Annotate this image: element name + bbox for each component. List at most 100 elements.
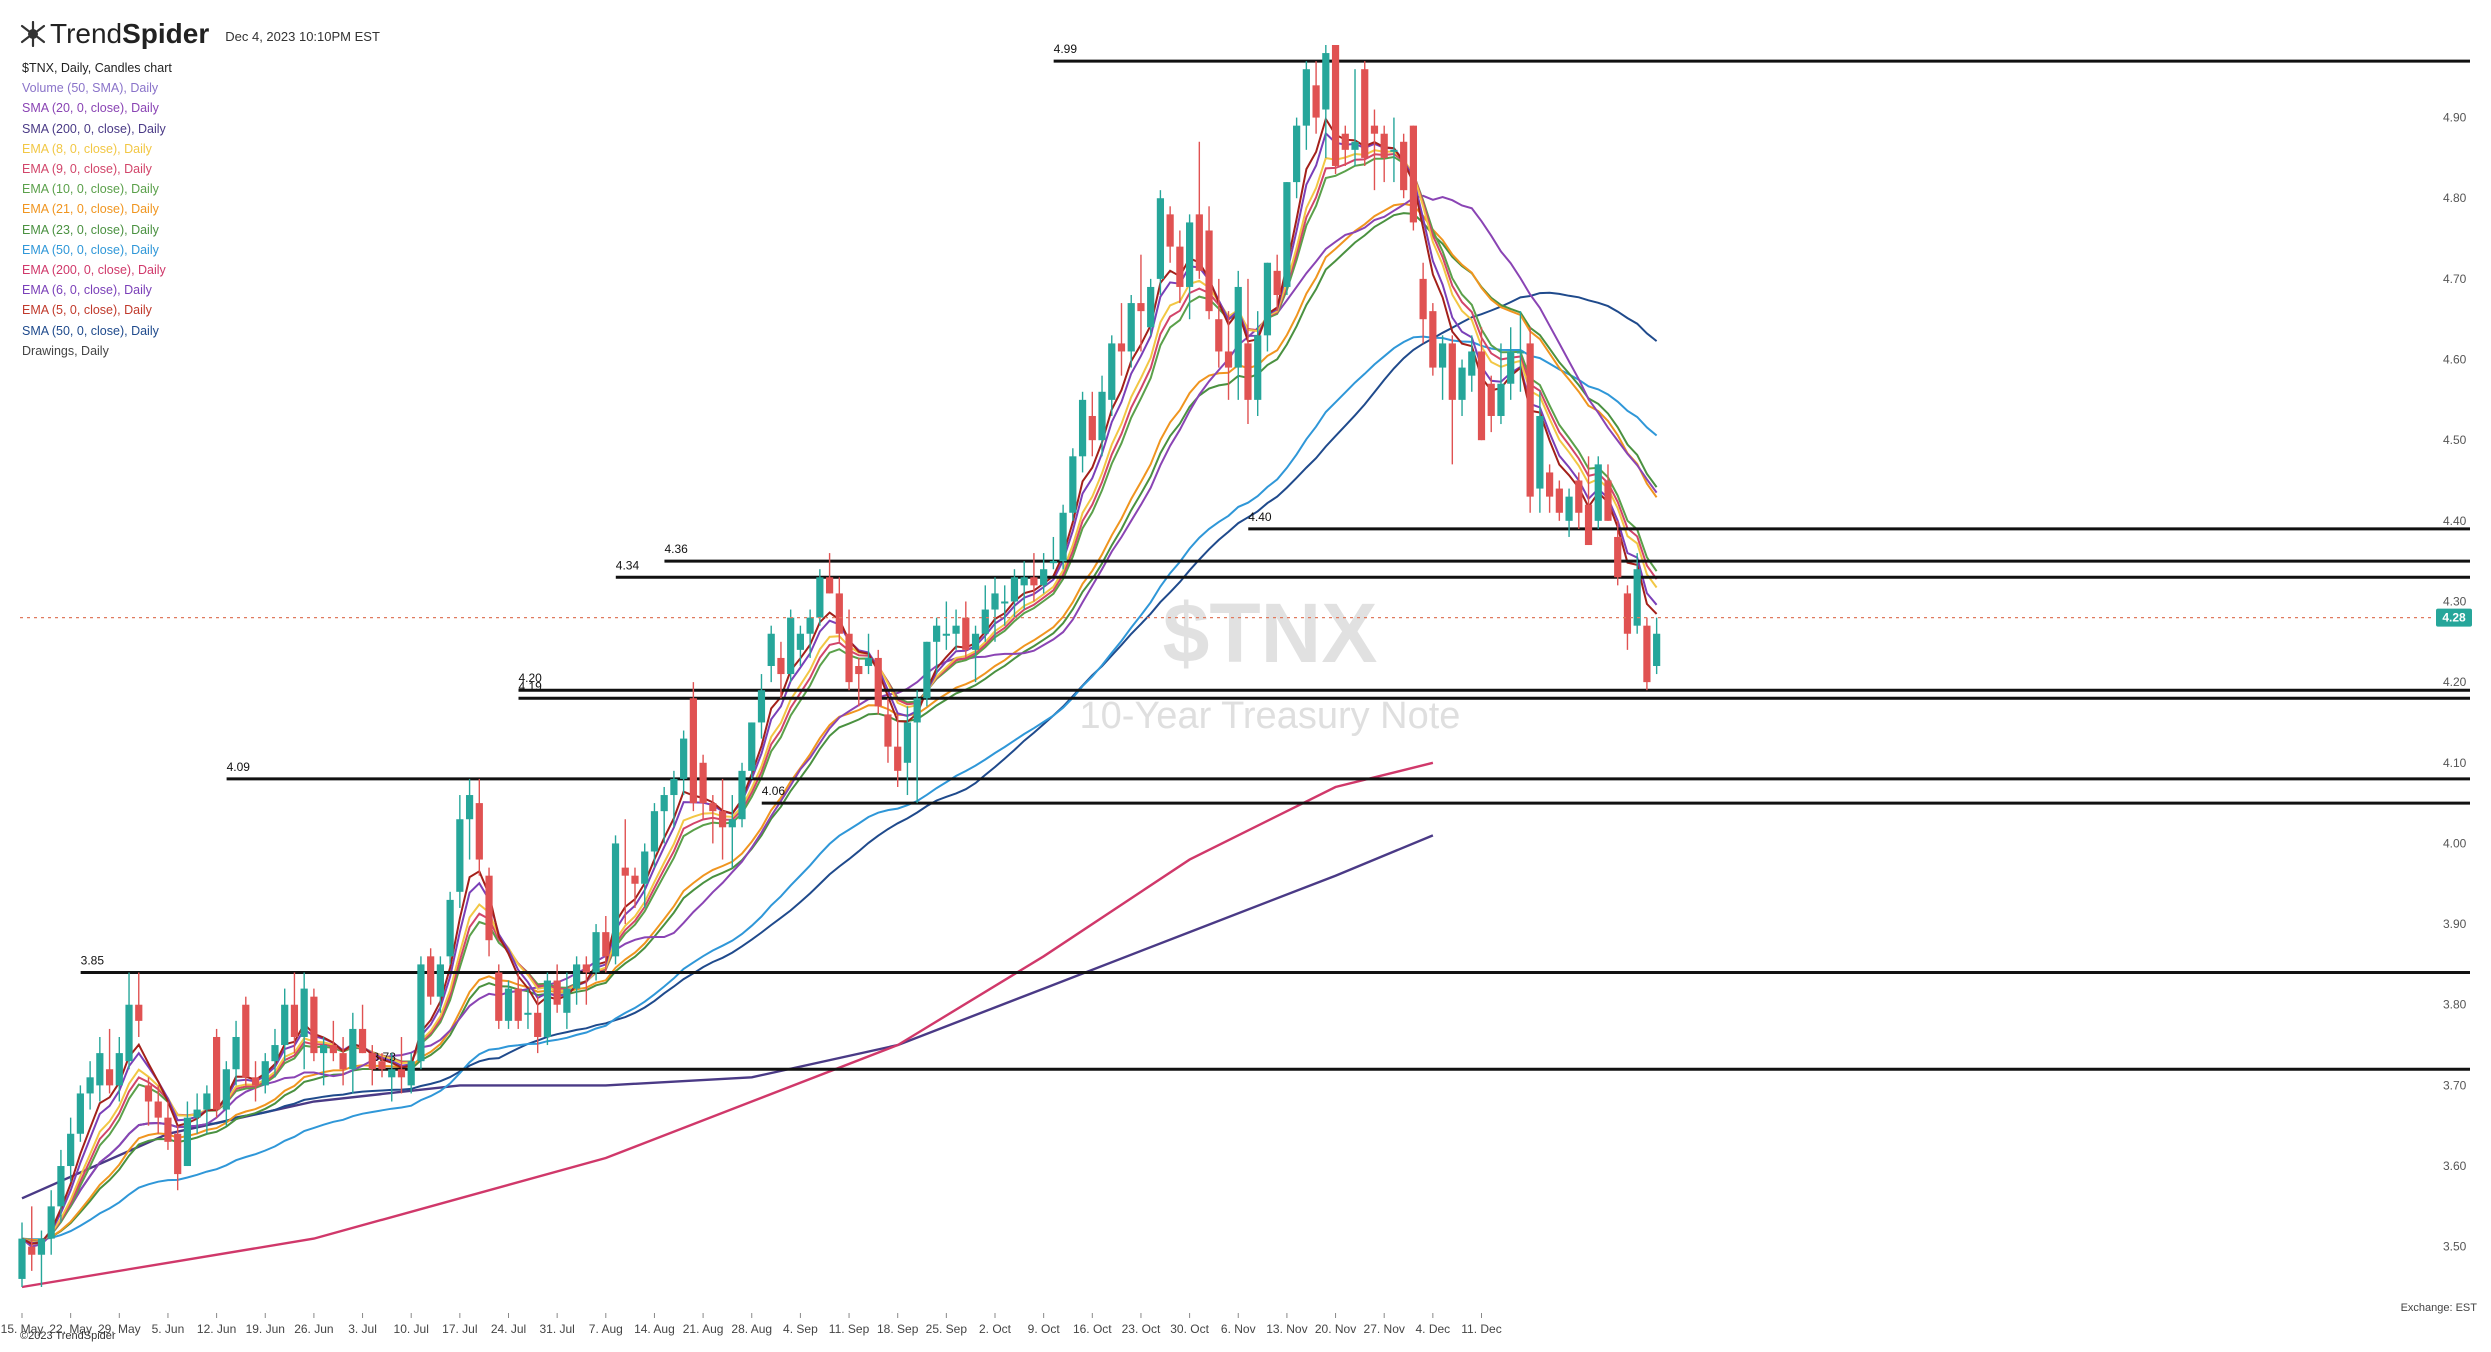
candle-body: [290, 1004, 299, 1037]
candle-body: [427, 956, 435, 997]
candle-body: [1487, 383, 1495, 416]
candle-body: [1010, 577, 1019, 602]
candle-body: [339, 1053, 347, 1070]
candle-body: [1186, 222, 1194, 287]
timestamp: Dec 4, 2023 10:10PM EST: [225, 28, 380, 44]
long-term-average-line: [21, 761, 1434, 1289]
candle-body: [183, 1117, 192, 1167]
x-tick-label: 13. Nov: [1266, 1322, 1307, 1336]
legend-item[interactable]: EMA (10, 0, close), Daily: [22, 182, 159, 197]
candle-body: [1069, 456, 1077, 513]
header: TrendSpider Dec 4, 2023 10:10PM EST: [20, 18, 380, 50]
legend-item[interactable]: $TNX, Daily, Candles chart: [22, 61, 172, 75]
x-tick-label: 25. Sep: [926, 1322, 968, 1336]
candle-body: [913, 698, 921, 723]
x-tick-label: 29. May: [98, 1322, 141, 1336]
x-tick-label: 16. Oct: [1073, 1322, 1112, 1336]
candle-body: [397, 1069, 406, 1078]
legend-item[interactable]: EMA (9, 0, close), Daily: [22, 162, 152, 177]
candle-body: [320, 1045, 328, 1054]
candle-body: [475, 803, 483, 860]
candle-body: [1390, 149, 1398, 152]
candle-body: [1117, 343, 1126, 352]
legend-item[interactable]: Drawings, Daily: [22, 343, 109, 358]
x-tick-label: 7. Aug: [589, 1322, 623, 1336]
candle-body: [47, 1206, 55, 1239]
y-tick-label: 4.40: [2443, 514, 2467, 528]
candle-body: [1643, 625, 1651, 683]
legend-item[interactable]: Volume (50, SMA), Daily: [22, 81, 159, 96]
candle-body: [456, 819, 464, 892]
legend-item[interactable]: SMA (200, 0, close), Daily: [22, 121, 166, 136]
legend-item[interactable]: EMA (5, 0, close), Daily: [22, 303, 152, 318]
candle-body: [1370, 125, 1379, 134]
candle-body: [1244, 343, 1252, 400]
long-term-average-line: [21, 834, 1434, 1200]
y-tick-label: 4.00: [2443, 836, 2467, 850]
x-tick-label: 6. Nov: [1221, 1322, 1256, 1336]
candle-body: [1546, 472, 1554, 497]
legend-item[interactable]: EMA (50, 0, close), Daily: [22, 242, 159, 257]
x-tick-label: 14. Aug: [634, 1322, 675, 1336]
candle-body: [894, 746, 902, 771]
last-price-label: 4.28: [2442, 611, 2466, 625]
candle-body: [680, 738, 688, 779]
candle-body: [125, 1004, 133, 1062]
legend-item[interactable]: EMA (200, 0, close), Daily: [22, 263, 166, 278]
x-tick-label: 31. Jul: [539, 1322, 574, 1336]
axes: 3.50 3.60 3.70 3.80 3.90 4.00 4.10 4.20 4.30 4.40…: [1, 111, 2472, 1336]
x-tick-label: 24. Jul: [491, 1322, 526, 1336]
x-tick-label: 18. Sep: [877, 1322, 919, 1336]
legend-item[interactable]: EMA (23, 0, close), Daily: [22, 222, 159, 237]
y-tick-label: 3.60: [2443, 1159, 2467, 1173]
candle-body: [573, 964, 581, 989]
candle-body: [1020, 577, 1028, 586]
candle-body: [563, 988, 571, 1013]
brand-logo[interactable]: TrendSpider: [50, 18, 209, 50]
candle-body: [1127, 303, 1135, 352]
candle-body: [796, 633, 804, 650]
candle-body: [1312, 85, 1320, 118]
candle-body: [641, 851, 649, 884]
level-label: 4.40: [1248, 510, 1272, 524]
candle-body: [1322, 53, 1330, 110]
candle-body: [368, 1053, 376, 1070]
candle-body: [825, 577, 834, 594]
candle-body: [806, 617, 814, 634]
y-tick-label: 4.30: [2443, 594, 2467, 608]
legend-item[interactable]: EMA (6, 0, close), Daily: [22, 283, 152, 298]
candle-body: [1380, 133, 1388, 158]
candle-body: [436, 964, 444, 997]
candle-body: [1156, 198, 1165, 279]
candle-body: [1409, 125, 1417, 223]
candle-body: [543, 980, 552, 1037]
candle-body: [1614, 536, 1622, 578]
candle-body: [407, 1061, 415, 1086]
candle-body: [1633, 569, 1641, 626]
candle-body: [203, 1093, 211, 1110]
candle-body: [86, 1077, 94, 1094]
legend-item[interactable]: EMA (21, 0, close), Daily: [22, 202, 159, 217]
indicator-legend: $TNX, Daily, Candles chart Volume (50, SM…: [22, 58, 172, 361]
moving-average-line: [21, 212, 1658, 1242]
candle-body: [388, 1069, 396, 1078]
candle-body: [1361, 69, 1369, 158]
legend-item[interactable]: SMA (50, 0, close), Daily: [22, 323, 159, 338]
last-price-tag: [2436, 608, 2472, 627]
candle-body: [874, 657, 882, 707]
legend-item[interactable]: EMA (8, 0, close), Daily: [22, 141, 152, 156]
x-tick-label: 17. Jul: [442, 1322, 477, 1336]
candle-body: [242, 1004, 250, 1078]
level-label: 4.34: [616, 558, 640, 572]
y-tick-label: 3.70: [2443, 1078, 2467, 1092]
candle-body: [981, 609, 989, 634]
candle-body: [942, 633, 950, 636]
x-tick-label: 20. Nov: [1315, 1322, 1356, 1336]
x-tick-label: 22. May: [49, 1322, 92, 1336]
candle-body: [1293, 125, 1301, 183]
candle-body: [76, 1093, 84, 1134]
candle-body: [631, 875, 639, 884]
candle-body: [310, 996, 318, 1054]
legend-item[interactable]: SMA (20, 0, close), Daily: [22, 101, 159, 116]
